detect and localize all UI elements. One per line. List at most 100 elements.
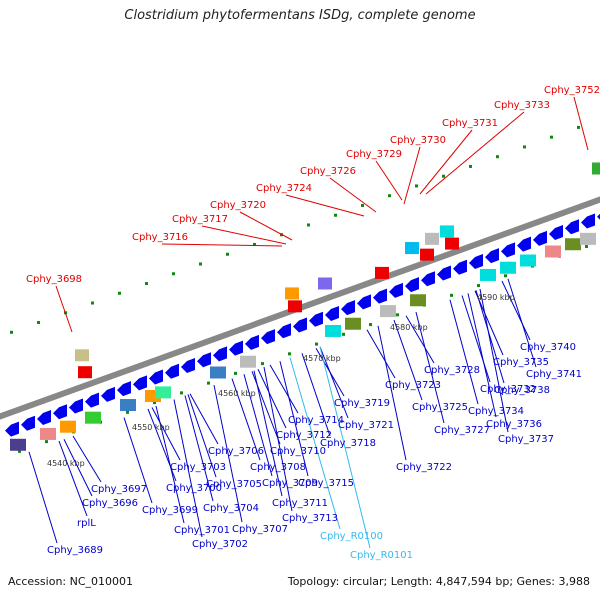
forward-gene-label: Cphy_3717 [172,214,228,225]
forward-label-leader [285,194,365,217]
forward-gene-block [420,248,434,261]
tick-mark [361,203,364,207]
tick-mark [496,155,499,159]
reverse-label-leader [231,378,261,461]
tick-mark [234,371,237,375]
reverse-label-leader [501,280,531,341]
reverse-label-leader [257,368,287,429]
reverse-label-leader [58,440,88,517]
reverse-gene-label: Cphy_3709 [262,478,318,489]
reverse-gene-arrow [437,265,451,281]
forward-gene-block [592,162,600,175]
reverse-gene-label: Cphy_3735 [493,357,549,368]
gene-block [545,245,561,258]
forward-label-leader [419,129,473,195]
gene-features [5,162,600,451]
tick-mark [334,213,337,217]
tick-mark [450,293,453,297]
tick-mark [37,321,40,325]
reverse-label-leader [475,290,505,384]
reverse-gene-arrow [517,236,531,252]
forward-gene-label: Cphy_3731 [442,118,498,129]
reverse-gene-label: Cphy_3714 [288,415,344,426]
map-title: Clostridium phytofermentans ISDg, comple… [124,8,476,23]
reverse-gene-label: Cphy_3702 [192,539,248,550]
reverse-gene-arrow [565,219,579,235]
reverse-gene-arrow [501,242,515,258]
tick-mark [504,274,507,278]
reverse-gene-arrow [389,282,403,298]
reverse-label-leader [366,329,396,379]
reverse-gene-label: Cphy_3704 [203,503,259,514]
tick-mark [91,301,94,305]
tick-mark [199,262,202,266]
reverse-gene-arrow [341,300,355,316]
reverse-label-leader [405,315,435,364]
reverse-gene-label: Cphy_3722 [396,462,452,473]
reverse-gene-label: Cphy_3699 [142,505,198,516]
tick-mark [207,381,210,385]
scale-tick-label: 4580 kbp [390,323,428,332]
gene-block [210,366,226,379]
gene-block [480,268,496,281]
gene-block [60,420,76,433]
label-leaders [28,96,589,549]
reverse-label-leader [279,361,309,477]
tick-mark [180,391,183,395]
tick-mark [369,323,372,327]
reverse-gene-label: Cphy_3719 [334,398,390,409]
reverse-gene-label: Cphy_3741 [526,369,582,380]
forward-label-leader [403,146,421,205]
forward-label-leader [425,111,525,195]
forward-gene-label: Cphy_3720 [210,200,266,211]
tick-mark [523,145,526,149]
reverse-gene-arrow [85,392,99,408]
forward-gene-block [288,300,302,313]
reverse-label-leader [253,370,283,497]
forward-gene-block [445,237,459,250]
reverse-gene-label: Cphy_3723 [385,380,441,391]
reverse-gene-arrow [165,363,179,379]
forward-gene-block [318,277,332,290]
scale-tick-label: 4590 kbp [477,293,515,302]
accession-text: Accession: NC_010001 [8,575,134,588]
gene-block [10,438,26,451]
reverse-label-leader [269,364,299,414]
tick-mark [172,272,175,276]
reverse-gene-arrow [133,375,147,391]
tick-mark [396,313,399,317]
scale-tick-label: 4540 kbp [47,459,85,468]
gene-block [565,238,581,251]
forward-gene-block [375,266,389,279]
rna-gene-label: Cphy_R0100 [320,531,383,542]
tick-mark [261,362,264,366]
gene-labels: Cphy_3698 Cphy_3716 Cphy_3717 Cphy_3720 Cphy… [26,85,600,561]
reverse-gene-arrow [581,213,595,229]
tick-mark [45,440,48,444]
forward-gene-label: Cphy_3724 [256,183,312,194]
forward-gene-block [285,287,299,300]
reverse-gene-arrow [325,305,339,321]
tick-mark [253,242,256,246]
forward-label-leader [161,243,283,247]
reverse-label-leader [263,366,293,512]
gene-block [500,261,516,274]
gene-block [85,411,101,424]
reverse-label-leader [301,353,331,437]
reverse-gene-label: Cphy_3727 [434,425,490,436]
reverse-gene-label: Cphy_3736 [486,419,542,430]
reverse-label-leader [72,435,102,483]
reverse-gene-label: Cphy_3721 [338,420,394,431]
reverse-gene-label: Cphy_3703 [170,462,226,473]
tick-mark [126,410,129,414]
reverse-gene-label: Cphy_3707 [232,524,288,535]
reverse-gene-arrow [69,398,83,414]
tick-mark [469,164,472,168]
reverse-label-leader [213,384,243,523]
reverse-gene-arrow [485,248,499,264]
reverse-gene-label: rplL [77,518,96,529]
forward-gene-label: Cphy_3730 [390,135,446,146]
reverse-gene-label: Cphy_3701 [174,525,230,536]
reverse-gene-arrow [229,340,243,356]
forward-gene-label: Cphy_3726 [300,166,356,177]
